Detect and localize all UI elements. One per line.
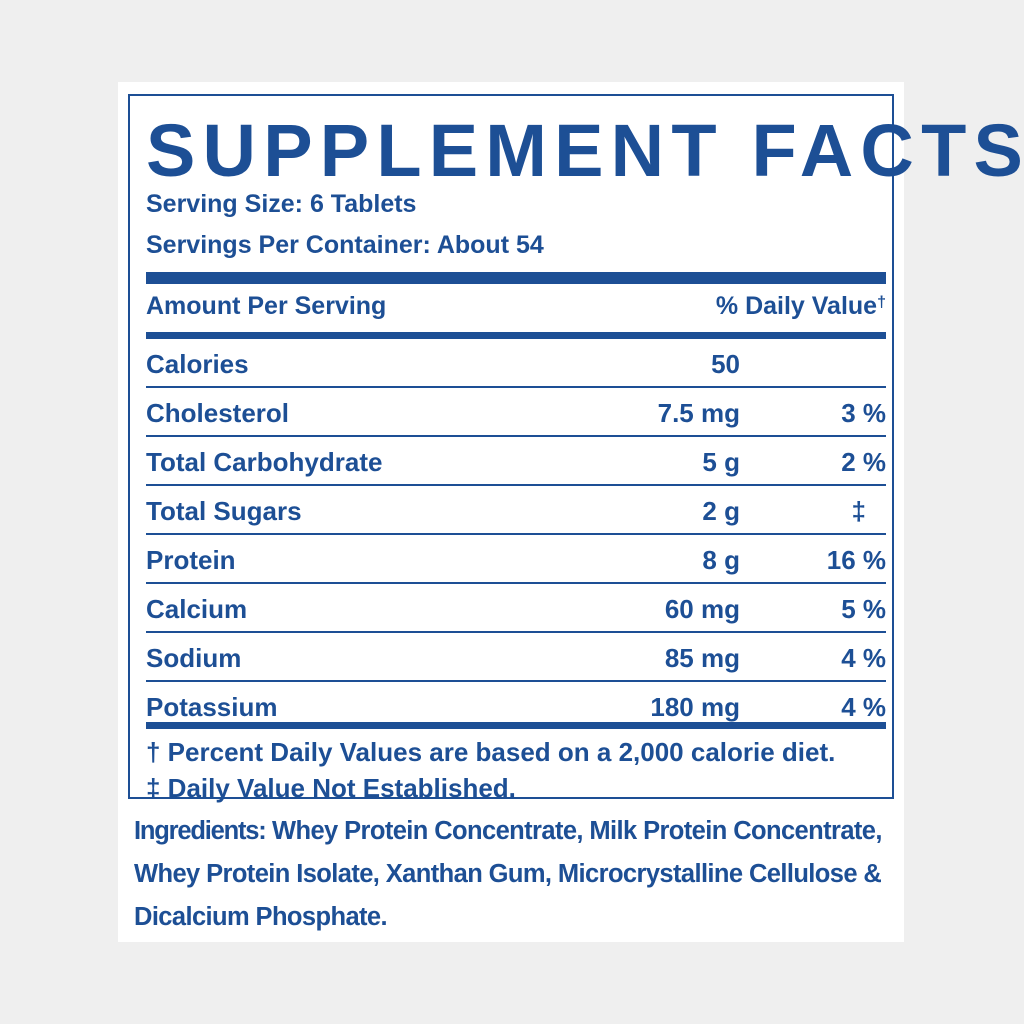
table-row: Cholesterol 7.5 mg 3 % — [146, 388, 886, 437]
daily-value-dagger: † — [877, 294, 886, 311]
nutrient-name: Protein — [146, 545, 236, 575]
nutrient-amount: 5 g — [702, 447, 740, 477]
nutrient-daily-value: 5 % — [841, 594, 886, 624]
daily-value-text: % Daily Value — [715, 292, 878, 320]
servings-per-container: Servings Per Container: About 54 — [146, 231, 544, 259]
nutrient-amount: 180 mg — [650, 692, 740, 722]
nutrient-amount: 85 mg — [664, 643, 740, 673]
table-header: Amount Per Serving % Daily Value† — [146, 288, 886, 330]
nutrient-amount: 7.5 mg — [657, 398, 740, 428]
nutrient-daily-value: 16 % — [826, 545, 886, 575]
ingredients-text: Ingredients: Whey Protein Concentrate, M… — [134, 810, 904, 939]
table-row: Total Sugars 2 g ‡ — [146, 486, 886, 535]
nutrient-name: Sodium — [146, 643, 242, 673]
nutrient-amount: 8 g — [702, 545, 740, 575]
footnote-daily-values: † Percent Daily Values are based on a 2,… — [146, 737, 836, 767]
nutrient-daily-value: ‡ — [851, 496, 866, 526]
nutrient-name: Calories — [146, 349, 249, 379]
nutrient-daily-value: 2 % — [841, 447, 886, 477]
daily-value-label: % Daily Value† — [716, 292, 886, 321]
nutrient-daily-value: 4 % — [841, 643, 886, 673]
table-row: Potassium 180 mg 4 % — [146, 682, 886, 731]
supplement-facts-card: SUPPLEMENT FACTS Serving Size: 6 Tablets… — [118, 82, 1024, 942]
table-row: Sodium 85 mg 4 % — [146, 633, 886, 682]
header-divider — [146, 332, 886, 339]
nutrient-name: Total Carbohydrate — [146, 447, 383, 477]
nutrient-daily-value: 3 % — [841, 398, 886, 428]
table-row: Total Carbohydrate 5 g 2 % — [146, 437, 886, 486]
table-row: Calcium 60 mg 5 % — [146, 584, 886, 633]
amount-per-serving-label: Amount Per Serving — [146, 292, 387, 320]
nutrient-amount: 60 mg — [664, 594, 740, 624]
ingredients-list: Whey Protein Concentrate, Milk Protein C… — [134, 817, 882, 931]
nutrient-name: Cholesterol — [146, 398, 290, 428]
table-row: Calories 50 — [146, 339, 886, 388]
table-row: Protein 8 g 16 % — [146, 535, 886, 584]
nutrient-daily-value: 4 % — [841, 692, 886, 722]
page-title: SUPPLEMENT FACTS — [146, 109, 1024, 192]
footnote-not-established: ‡ Daily Value Not Established. — [146, 773, 516, 803]
nutrient-name: Calcium — [146, 594, 248, 624]
serving-size: Serving Size: 6 Tablets — [146, 190, 417, 218]
nutrient-amount: 2 g — [702, 496, 740, 526]
ingredients-label: Ingredients: — [134, 817, 267, 845]
bottom-divider — [146, 722, 886, 729]
nutrient-table: Calories 50 Cholesterol 7.5 mg 3 % Total… — [146, 339, 886, 731]
nutrient-amount: 50 — [711, 349, 740, 379]
facts-panel: SUPPLEMENT FACTS Serving Size: 6 Tablets… — [128, 94, 1024, 803]
top-divider — [146, 272, 886, 284]
nutrient-name: Total Sugars — [146, 496, 302, 526]
nutrient-name: Potassium — [146, 692, 278, 722]
